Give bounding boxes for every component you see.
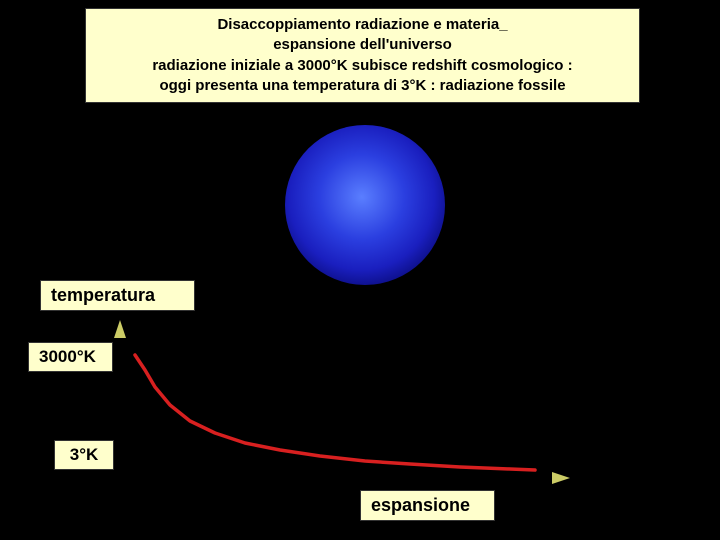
header-line-1: Disaccoppiamento radiazione e materia_ xyxy=(217,16,507,33)
temperature-chart xyxy=(100,315,600,490)
header-box: Disaccoppiamento radiazione e materia_ e… xyxy=(85,8,640,103)
x-axis-title: espansione xyxy=(360,490,495,521)
header-line-2: espansione dell'universo xyxy=(273,36,452,53)
y-axis-title: temperatura xyxy=(40,280,195,311)
universe-sphere xyxy=(285,125,445,285)
header-line-3: radiazione iniziale a 3000°K subisce red… xyxy=(152,57,572,74)
header-line-4: oggi presenta una temperatura di 3°K : r… xyxy=(159,77,565,94)
